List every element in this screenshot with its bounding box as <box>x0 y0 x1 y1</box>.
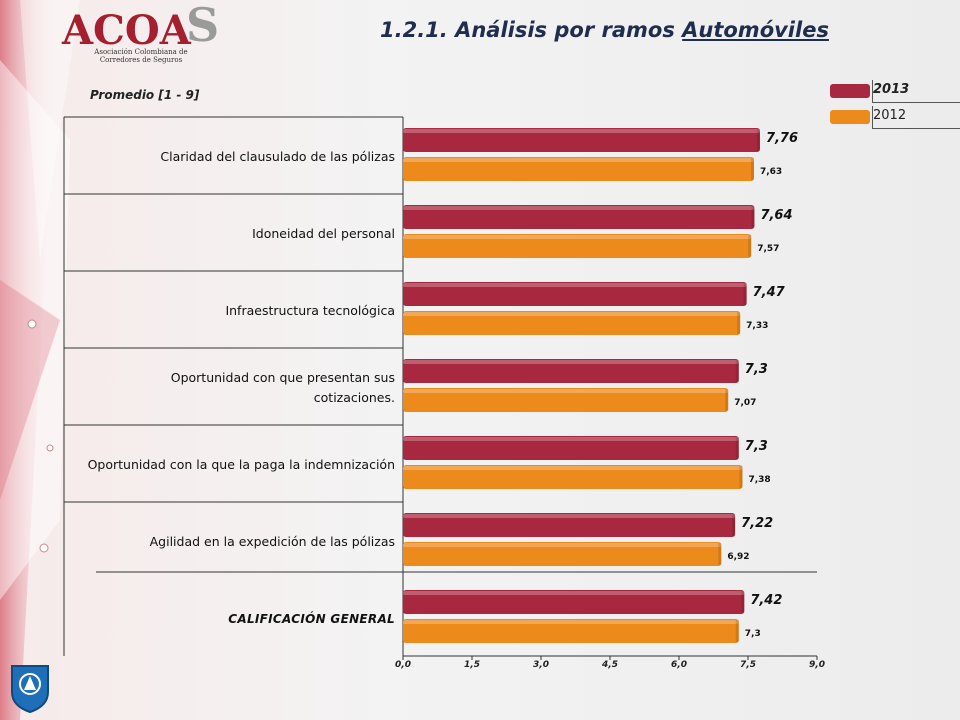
bar-highlight <box>403 158 754 162</box>
x-tick-label: 9,0 <box>809 660 825 670</box>
data-label-2013: 7,22 <box>741 516 773 531</box>
data-label-2013: 7,3 <box>745 362 768 377</box>
data-label-2012: 7,57 <box>757 244 779 254</box>
bar-highlight <box>403 312 741 316</box>
bar-2013 <box>403 359 739 383</box>
logo-s-letter: S <box>186 0 220 52</box>
bar-2013 <box>403 205 755 229</box>
bar-highlight <box>403 283 747 287</box>
category-label: Claridad del clausulado de las pólizas <box>160 149 395 164</box>
bar-highlight <box>403 514 736 518</box>
bar-highlight <box>403 360 739 364</box>
legend-swatch-2013 <box>830 84 870 98</box>
legend-label-2012: 2012 <box>872 106 960 129</box>
bar-highlight <box>403 129 760 133</box>
logo-subtitle: Asociación Colombiana de Corredores de S… <box>94 48 188 64</box>
data-label-2012: 7,33 <box>746 321 768 331</box>
bar-end-shade <box>739 466 743 488</box>
bar-end-shade <box>735 437 739 459</box>
data-label-2012: 7,07 <box>734 398 756 408</box>
x-tick-label: 6,0 <box>671 660 687 670</box>
bar-end-shade <box>748 235 752 257</box>
data-label-2013: 7,3 <box>745 439 768 454</box>
legend-item-2012: 2012 <box>830 104 960 130</box>
bar-2012 <box>403 542 722 566</box>
bar-2013 <box>403 128 760 152</box>
category-label: Infraestructura tecnológica <box>225 303 395 318</box>
bar-highlight <box>403 591 745 595</box>
bar-highlight <box>403 206 755 210</box>
chart-subtitle: Promedio [1 - 9] <box>90 88 200 102</box>
bar-end-shade <box>741 591 745 613</box>
bar-end-shade <box>743 283 747 305</box>
data-label-2013: 7,64 <box>760 208 792 223</box>
bar-end-shade <box>718 543 722 565</box>
bar-highlight <box>403 389 729 393</box>
data-label-2012: 7,3 <box>745 629 761 639</box>
bar-end-shade <box>732 514 736 536</box>
bar-highlight <box>403 543 722 547</box>
bar-2013 <box>403 590 745 614</box>
data-label-2012: 6,92 <box>727 552 749 562</box>
bar-2012 <box>403 388 729 412</box>
data-label-2013: 7,47 <box>753 285 786 300</box>
bar-2012 <box>403 311 741 335</box>
title-underlined: Automóviles <box>682 18 829 42</box>
title-prefix: 1.2.1. Análisis por ramos <box>380 18 683 42</box>
bar-2012 <box>403 619 739 643</box>
bar-highlight <box>403 437 739 441</box>
bar-end-shade <box>751 206 755 228</box>
bar-end-shade <box>737 312 741 334</box>
category-label: Oportunidad con que presentan sus cotiza… <box>170 370 395 405</box>
x-tick-label: 1,5 <box>464 660 480 670</box>
category-label: CALIFICACIÓN GENERAL <box>228 612 395 626</box>
logo-main-text: ACOA <box>62 7 191 54</box>
acoas-logo: ACOA S Asociación Colombiana de Corredor… <box>62 0 222 76</box>
category-label: Idoneidad del personal <box>252 226 395 241</box>
x-tick-label: 7,5 <box>740 660 756 670</box>
category-label: Oportunidad con la que la paga la indemn… <box>87 457 395 472</box>
bar-2012 <box>403 157 754 181</box>
bar-2013 <box>403 282 747 306</box>
data-label-2012: 7,38 <box>748 475 770 485</box>
bar-end-shade <box>725 389 729 411</box>
bar-highlight <box>403 620 739 624</box>
bar-end-shade <box>735 620 739 642</box>
legend-label-2013: 2013 <box>872 80 960 103</box>
data-label-2013: 7,42 <box>750 593 782 608</box>
bar-2013 <box>403 436 739 460</box>
x-tick-label: 3,0 <box>533 660 549 670</box>
legend-item-2013: 2013 <box>830 78 960 104</box>
x-tick-label: 4,5 <box>601 660 618 670</box>
bar-end-shade <box>750 158 754 180</box>
bar-end-shade <box>756 129 760 151</box>
category-label: Agilidad en la expedición de las pólizas <box>149 534 395 549</box>
bar-2013 <box>403 513 736 537</box>
shield-badge-icon <box>11 665 49 714</box>
data-label-2012: 7,63 <box>760 167 782 177</box>
bar-2012 <box>403 465 743 489</box>
bar-highlight <box>403 466 743 470</box>
bar-2012 <box>403 234 752 258</box>
x-tick-label: 0,0 <box>395 660 411 670</box>
data-label-2013: 7,76 <box>766 131 798 146</box>
legend-swatch-2012 <box>830 110 870 124</box>
chart-legend: 2013 2012 <box>830 78 960 130</box>
page-title: 1.2.1. Análisis por ramos Automóviles <box>380 18 829 42</box>
bar-end-shade <box>735 360 739 382</box>
bar-highlight <box>403 235 752 239</box>
